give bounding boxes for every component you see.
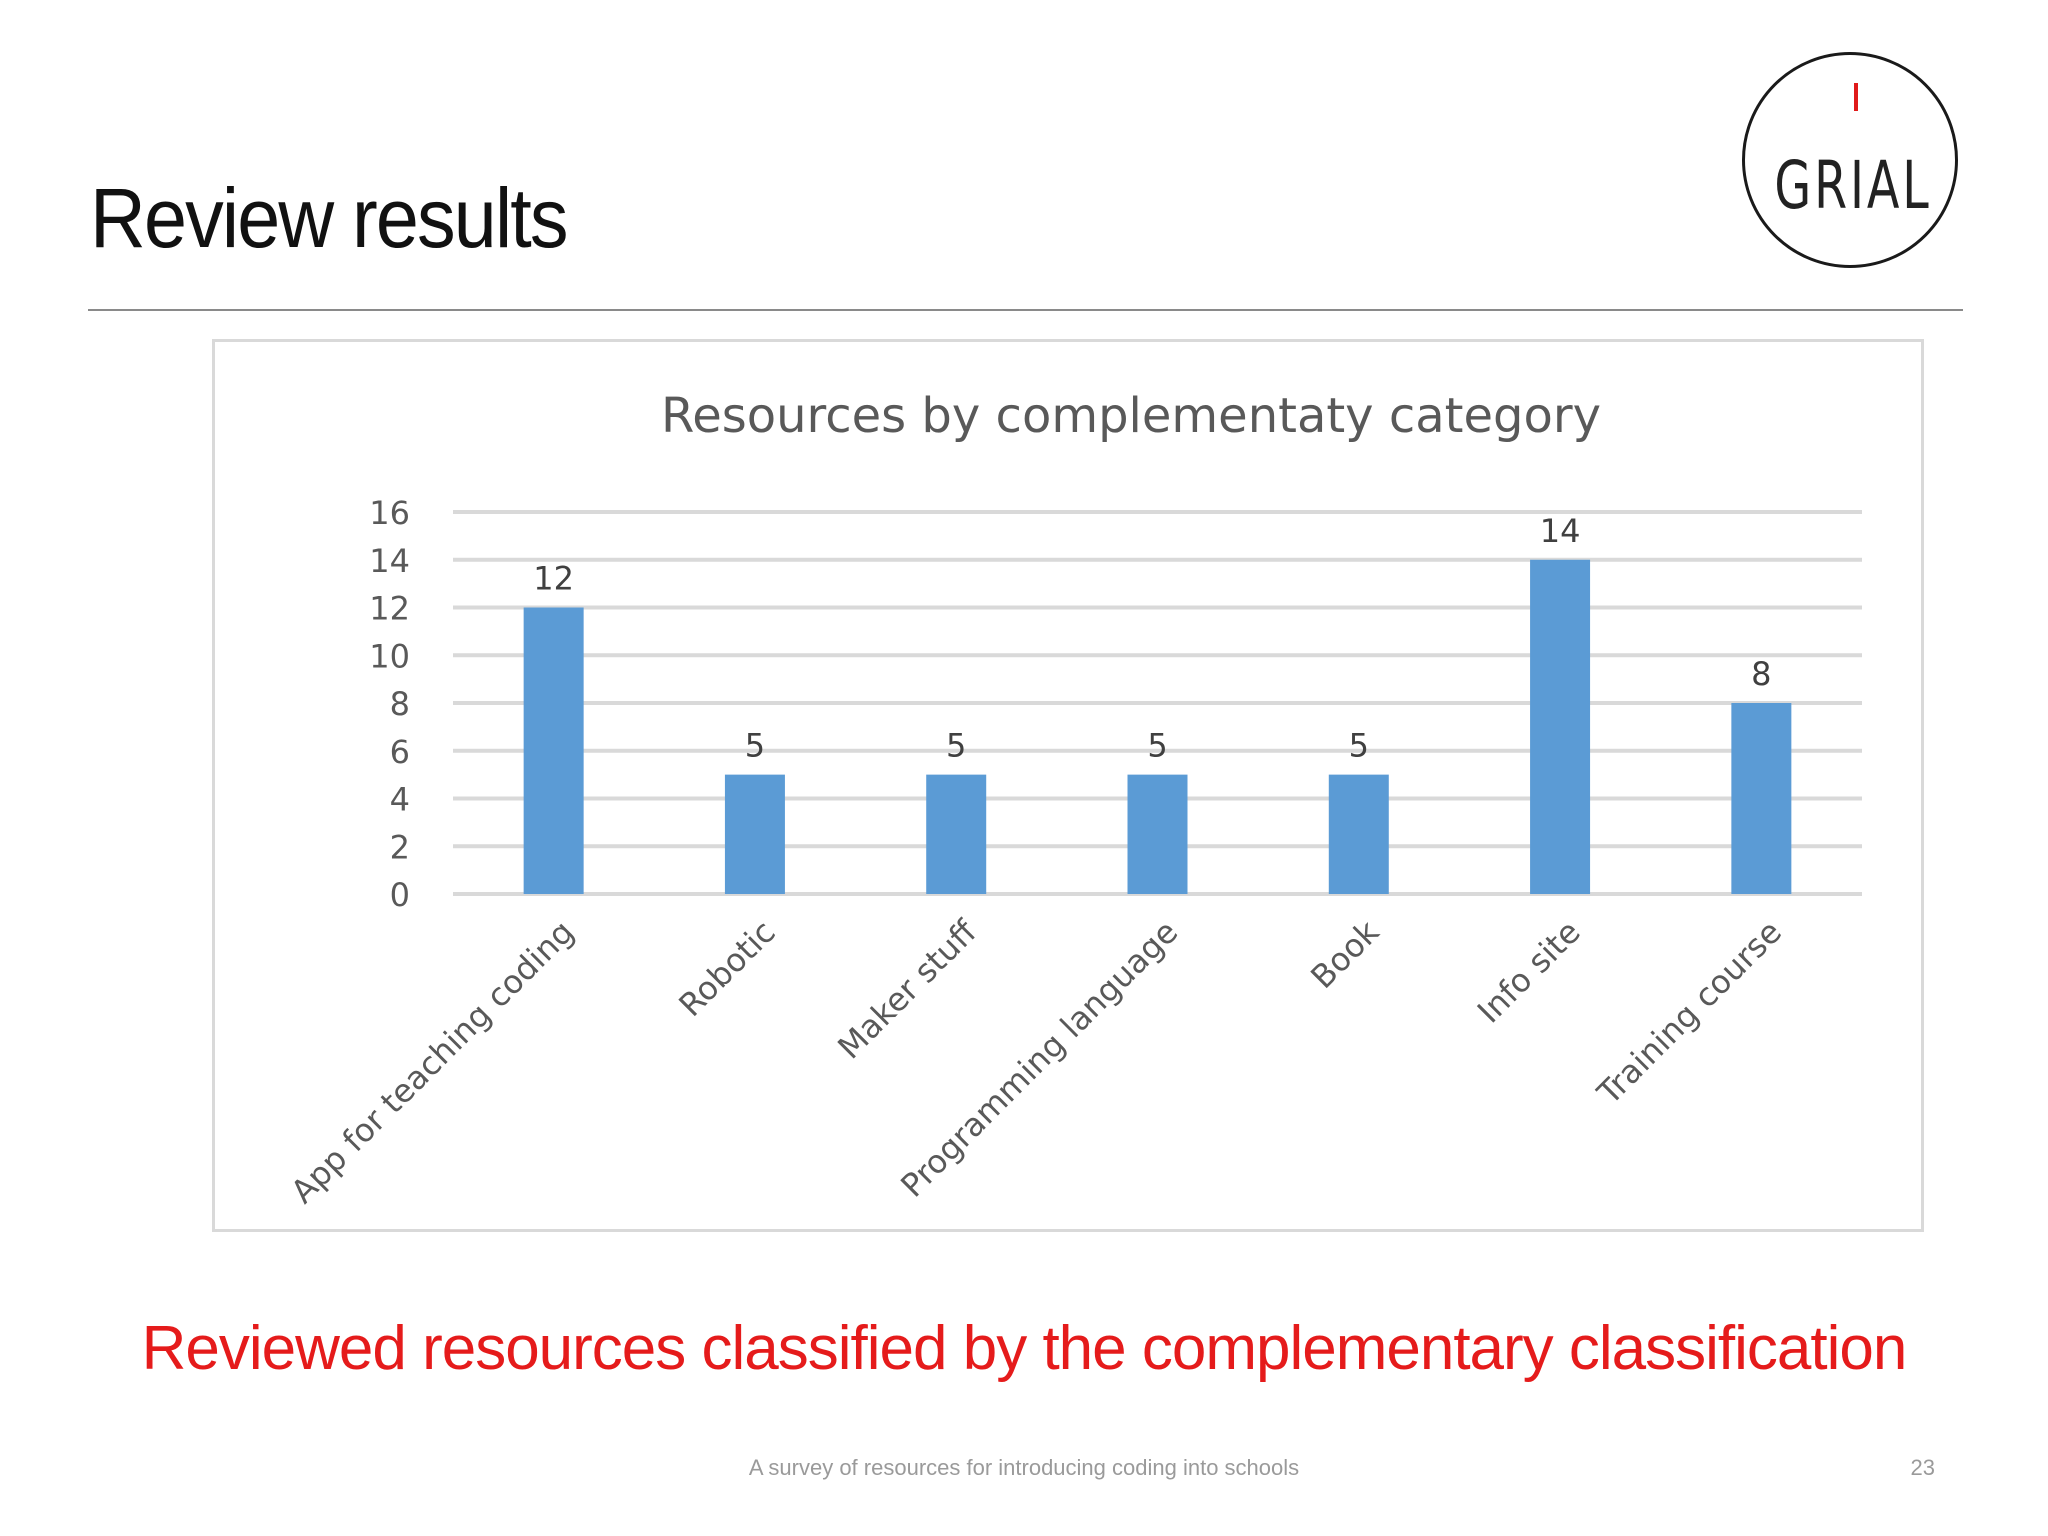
bar [523, 607, 584, 894]
bar-chart: Resources by complementaty category 0 2 4 6… [283, 388, 1862, 1211]
bars [523, 559, 1792, 894]
grial-logo: GRIAL [1742, 52, 1958, 268]
data-labels: 12 5 5 5 5 14 8 [533, 512, 1771, 765]
data-label: 12 [533, 560, 574, 598]
x-axis-label: Info site [1470, 913, 1588, 1031]
y-tick-label: 16 [369, 494, 410, 532]
x-axis-label: Book [1303, 912, 1387, 996]
gridlines [453, 510, 1862, 896]
x-axis-label: Maker stuff [830, 912, 984, 1066]
x-axis-label: Robotic [671, 913, 782, 1024]
data-label: 5 [1349, 727, 1369, 765]
y-axis-ticks: 0 2 4 6 8 10 12 14 16 [369, 494, 410, 914]
bar [1530, 559, 1591, 894]
page-number: 23 [1910, 1455, 1935, 1480]
data-label: 5 [1147, 727, 1167, 765]
y-tick-label: 2 [390, 828, 410, 866]
slide-title: Review results [90, 171, 569, 265]
y-tick-label: 4 [390, 781, 410, 819]
logo-accent-mark [1854, 83, 1858, 111]
bar [1731, 703, 1792, 894]
bar [724, 774, 785, 894]
data-label: 8 [1751, 655, 1771, 693]
data-label: 5 [946, 727, 966, 765]
y-tick-label: 14 [369, 542, 410, 580]
logo-text: GRIAL [1774, 147, 1932, 224]
y-tick-label: 6 [390, 733, 410, 771]
footer-text: A survey of resources for introducing co… [748, 1455, 1300, 1480]
data-label: 5 [745, 727, 765, 765]
title-divider [88, 309, 1963, 311]
y-tick-label: 8 [390, 685, 410, 723]
bar [926, 774, 987, 894]
slide-caption: Reviewed resources classified by the com… [141, 1314, 1908, 1383]
bar [1328, 774, 1389, 894]
x-axis-labels: App for teaching coding Robotic Maker stuf… [283, 912, 1789, 1211]
x-axis-label: Training course [1589, 913, 1789, 1113]
bar [1127, 774, 1188, 894]
y-tick-label: 0 [390, 876, 410, 914]
chart-title: Resources by complementaty category [661, 388, 1601, 444]
y-tick-label: 12 [369, 590, 410, 628]
chart-frame: Resources by complementaty category 0 2 4 6… [212, 339, 1924, 1232]
x-axis-label: App for teaching coding [283, 913, 581, 1211]
data-label: 14 [1540, 512, 1581, 550]
y-tick-label: 10 [369, 637, 410, 675]
